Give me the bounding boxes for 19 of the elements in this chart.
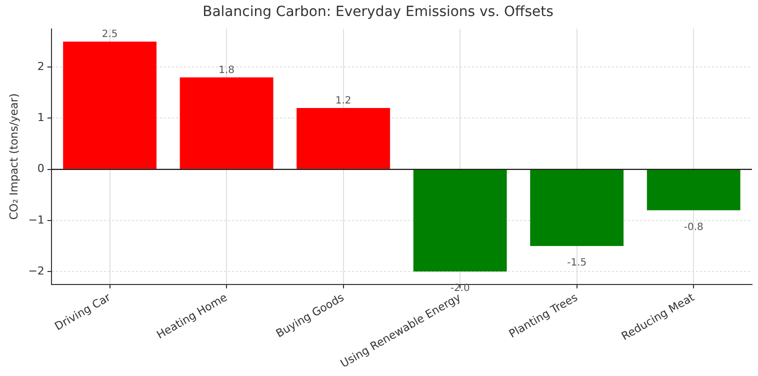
bar: [413, 170, 507, 272]
bar: [296, 108, 390, 169]
y-tick-label: −1: [28, 213, 44, 226]
bar: [63, 42, 157, 169]
y-tick-label: 0: [37, 162, 44, 176]
data-label: 2.5: [102, 29, 118, 40]
bar: [180, 77, 274, 169]
y-tick-label: −2: [28, 264, 44, 278]
data-label: -1.5: [567, 258, 587, 269]
data-label: -2.0: [450, 283, 470, 294]
bar: [646, 170, 740, 210]
bar: [530, 170, 624, 246]
y-tick-label: 1: [37, 111, 44, 124]
chart-title: Balancing Carbon: Everyday Emissions vs. Offsets: [202, 4, 554, 20]
data-label: -0.8: [684, 222, 704, 233]
data-label: 1.2: [335, 96, 352, 107]
data-label: 1.8: [218, 64, 235, 76]
y-tick-label: 2: [37, 60, 44, 73]
y-axis-title: CO₂ Impact (tons/year): [7, 93, 20, 220]
